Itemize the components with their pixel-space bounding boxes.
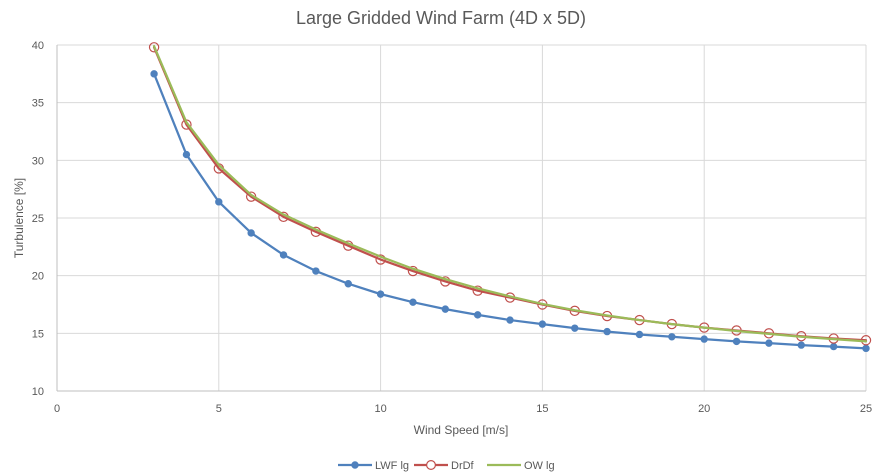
series-line <box>152 72 868 350</box>
data-point <box>765 339 773 347</box>
data-point <box>472 285 483 296</box>
chart-title: Large Gridded Wind Farm (4D x 5D) <box>296 8 586 28</box>
y-tick-label: 15 <box>32 328 44 340</box>
data-series <box>148 42 872 353</box>
data-point <box>668 333 676 341</box>
x-tick-label: 5 <box>216 403 222 415</box>
legend-marker <box>351 461 359 469</box>
data-point <box>829 342 838 351</box>
data-point <box>279 251 288 259</box>
y-tick-label: 20 <box>32 271 44 283</box>
series-line <box>152 45 868 343</box>
data-point <box>182 150 191 159</box>
data-point <box>247 229 255 237</box>
data-point <box>409 298 417 306</box>
axes <box>56 45 866 392</box>
x-tick-label: 10 <box>374 403 386 415</box>
legend-item: OW lg <box>487 460 555 472</box>
data-point <box>635 330 644 339</box>
data-point <box>344 280 352 288</box>
data-point <box>506 316 514 324</box>
data-point <box>862 344 870 353</box>
data-point <box>312 267 320 275</box>
legend: LWF lg DrDf OW lg <box>338 460 555 472</box>
x-tick-label: 15 <box>536 403 548 415</box>
data-point <box>571 324 579 332</box>
legend-item: DrDf <box>414 460 475 472</box>
series-lwf-lg <box>150 70 870 353</box>
x-tick-label: 20 <box>698 403 710 415</box>
y-tick-label: 30 <box>32 155 44 167</box>
y-tick-label: 10 <box>32 386 44 398</box>
y-tick-label: 35 <box>32 98 44 110</box>
data-point <box>148 42 160 53</box>
legend-marker <box>426 460 437 471</box>
legend-label: LWF lg <box>375 460 409 472</box>
data-point <box>603 327 611 336</box>
x-axis-title: Wind Speed [m/s] <box>414 423 509 437</box>
x-tick-label: 25 <box>860 403 872 415</box>
data-point <box>473 311 482 319</box>
legend-label: DrDf <box>451 460 475 472</box>
legend-item: LWF lg <box>338 460 409 472</box>
y-tick-label: 40 <box>32 40 44 52</box>
series-drdf <box>148 42 872 346</box>
legend-label: OW lg <box>524 460 555 472</box>
y-tick-label: 25 <box>32 213 44 225</box>
data-point <box>732 337 741 346</box>
data-point <box>376 290 385 298</box>
x-tick-label: 0 <box>54 403 60 415</box>
data-point <box>538 320 547 328</box>
y-axis-title: Turbulence [%] <box>12 178 26 258</box>
gridlines <box>57 44 867 391</box>
data-point <box>215 198 223 206</box>
series-ow-lg <box>152 45 868 343</box>
tick-labels: 10 15 20 25 30 35 40 0 5 10 15 20 25 <box>32 40 872 415</box>
data-point <box>150 70 158 78</box>
data-point <box>441 305 450 313</box>
data-point <box>700 335 708 343</box>
data-point <box>797 341 805 349</box>
